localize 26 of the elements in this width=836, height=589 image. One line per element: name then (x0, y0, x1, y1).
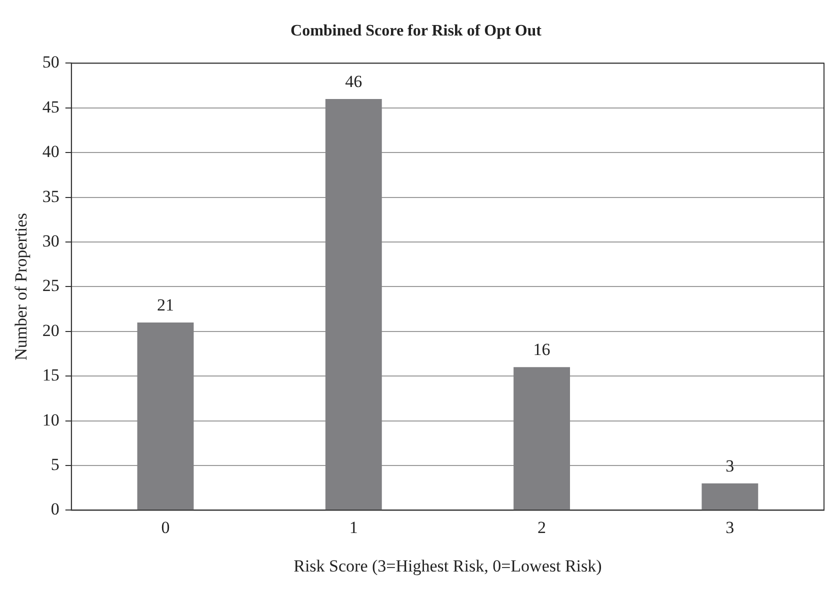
bar (702, 483, 758, 510)
y-tick-label: 15 (42, 366, 60, 385)
bar (325, 98, 382, 510)
y-tick-label: 10 (42, 410, 60, 430)
chart-title: Combined Score for Risk of Opt Out (290, 22, 542, 40)
data-label: 46 (345, 72, 362, 91)
y-tick-label: 0 (50, 500, 60, 519)
y-axis-title: Number of Properties (12, 213, 31, 360)
data-label: 21 (156, 295, 174, 314)
x-tick-label: 2 (538, 518, 546, 537)
y-tick-label: 20 (42, 320, 60, 340)
data-label: 3 (726, 456, 734, 476)
bar (514, 367, 570, 510)
x-tick-label: 3 (726, 518, 734, 537)
y-tick-label: 45 (42, 97, 60, 116)
x-tick-label: 0 (161, 518, 170, 537)
bar (137, 322, 194, 510)
y-tick-label: 30 (42, 231, 60, 250)
y-tick-label: 40 (42, 142, 60, 162)
data-label: 16 (533, 340, 550, 360)
x-axis-title: Risk Score (3=Highest Risk, 0=Lowest Risk) (294, 556, 602, 576)
y-tick-label: 35 (42, 186, 60, 206)
y-tick-label: 5 (50, 454, 60, 474)
y-tick-label: 25 (42, 276, 60, 296)
y-tick-label: 50 (42, 52, 60, 72)
x-tick-label: 1 (349, 518, 358, 537)
